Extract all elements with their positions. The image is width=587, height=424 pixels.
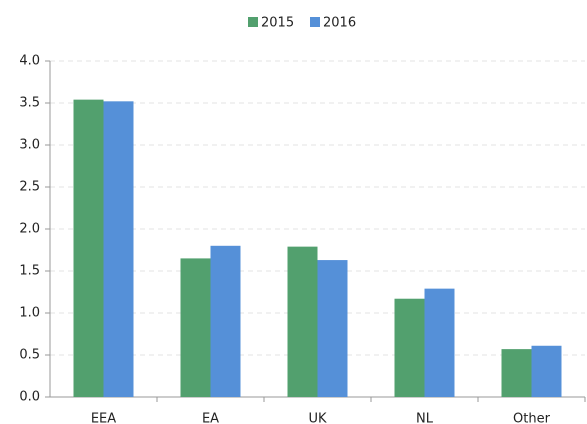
legend-label: 2015 xyxy=(261,16,294,31)
legend-label: 2016 xyxy=(323,16,356,31)
x-tick-label: Other xyxy=(513,412,551,424)
x-tick-label: UK xyxy=(308,412,327,424)
y-tick-label: 3.5 xyxy=(19,96,40,111)
bar xyxy=(210,245,241,397)
bar xyxy=(180,258,211,397)
bar xyxy=(531,345,562,397)
y-tick-label: 0.0 xyxy=(19,390,40,405)
y-tick-label: 0.5 xyxy=(19,348,40,363)
y-tick-label: 3.0 xyxy=(19,138,40,153)
bar xyxy=(103,101,134,397)
bar xyxy=(394,298,425,397)
y-tick-label: 1.5 xyxy=(19,264,40,279)
legend-swatch xyxy=(248,17,258,27)
bar xyxy=(287,246,318,397)
y-tick-label: 2.0 xyxy=(19,222,40,237)
x-tick-label: EEA xyxy=(91,412,116,424)
y-tick-label: 4.0 xyxy=(19,54,40,69)
bar xyxy=(73,99,104,397)
y-tick-label: 1.0 xyxy=(19,306,40,321)
legend-swatch xyxy=(310,17,320,27)
x-tick-label: EA xyxy=(202,412,219,424)
y-tick-label: 2.5 xyxy=(19,180,40,195)
bar xyxy=(317,260,348,397)
x-tick-label: NL xyxy=(416,412,434,424)
bar xyxy=(501,349,532,397)
bar xyxy=(424,288,455,397)
